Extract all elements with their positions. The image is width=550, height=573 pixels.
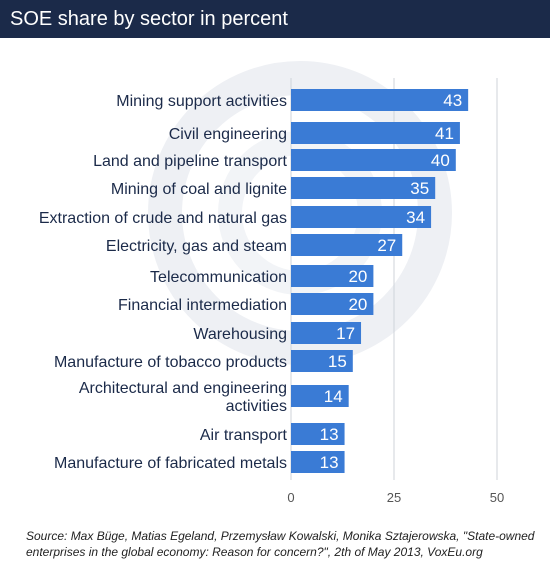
bar xyxy=(291,265,374,287)
x-tick-label: 0 xyxy=(287,490,294,505)
bar-value-label: 17 xyxy=(336,324,355,343)
bar xyxy=(291,423,345,445)
category-label: Manufacture of tobacco products xyxy=(54,354,287,371)
bar-value-label: 14 xyxy=(324,387,343,406)
category-label: Financial intermediation xyxy=(118,297,287,314)
bar xyxy=(291,385,349,407)
category-label: Manufacture of fabricated metals xyxy=(54,455,287,472)
bar-value-label: 35 xyxy=(410,179,429,198)
x-tick-label: 25 xyxy=(387,490,401,505)
bar xyxy=(291,234,403,256)
bar xyxy=(291,177,436,199)
bar-chart: 43 Mining support activities 41 Civil engin… xyxy=(39,78,504,505)
bar xyxy=(291,149,456,171)
header-bar: SOE share by sector in percent xyxy=(0,0,550,38)
bar-value-label: 13 xyxy=(320,453,339,472)
category-label: Civil engineering xyxy=(169,126,287,143)
category-label: Air transport xyxy=(200,427,288,444)
bar-value-label: 20 xyxy=(348,295,367,314)
category-label: Land and pipeline transport xyxy=(93,153,287,170)
bar-value-label: 43 xyxy=(443,91,462,110)
category-label: Warehousing xyxy=(193,326,287,343)
bar-value-label: 27 xyxy=(377,236,396,255)
chart-area: 43 Mining support activities 41 Civil engin… xyxy=(0,38,550,518)
category-label: Electricity, gas and steam xyxy=(106,238,287,255)
category-label: Extraction of crude and natural gas xyxy=(39,210,287,227)
bar xyxy=(291,350,353,372)
category-label: Architectural and engineering xyxy=(79,380,287,397)
bar xyxy=(291,89,469,111)
bar-value-label: 13 xyxy=(320,425,339,444)
bar-value-label: 41 xyxy=(435,124,454,143)
bar xyxy=(291,322,362,344)
category-label: Mining support activities xyxy=(116,93,287,110)
bar xyxy=(291,122,460,144)
category-label: Telecommunication xyxy=(150,269,287,286)
bar-value-label: 15 xyxy=(328,352,347,371)
x-tick-label: 50 xyxy=(490,490,504,505)
bar xyxy=(291,206,432,228)
bar xyxy=(291,293,374,315)
chart-title: SOE share by sector in percent xyxy=(10,8,288,30)
category-label: Mining of coal and lignite xyxy=(111,181,287,198)
bar-value-label: 34 xyxy=(406,208,425,227)
source-note: Source: Max Büge, Matias Egeland, Przemy… xyxy=(26,529,535,559)
bar xyxy=(291,451,345,473)
bar-value-label: 40 xyxy=(431,151,450,170)
category-label: activities xyxy=(226,398,287,415)
bar-value-label: 20 xyxy=(348,267,367,286)
